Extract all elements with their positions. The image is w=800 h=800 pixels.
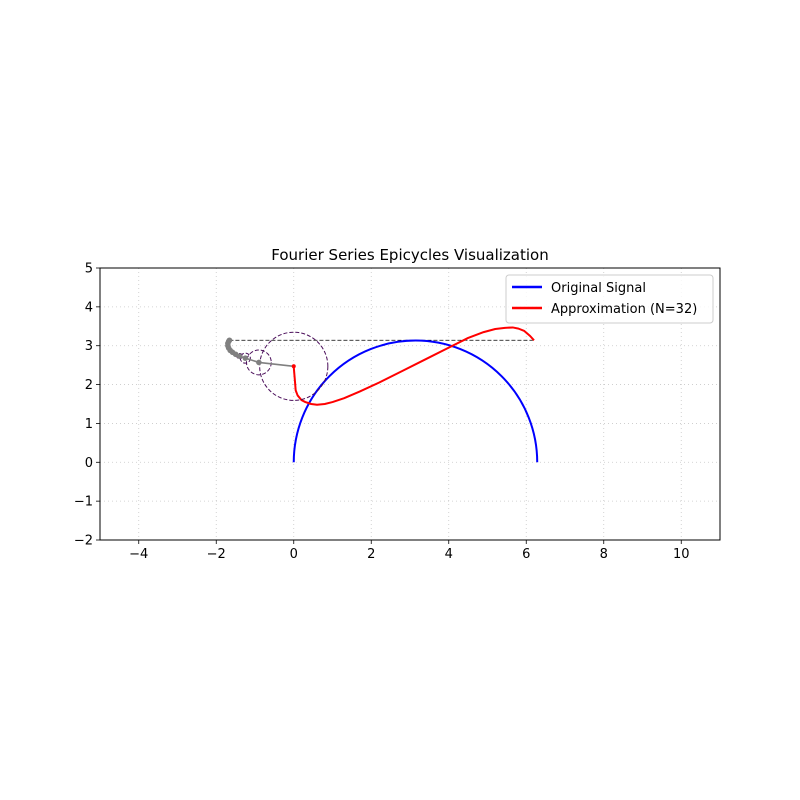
epicycle-circle bbox=[245, 349, 272, 376]
series-approximation bbox=[292, 326, 535, 406]
x-tick-label: 6 bbox=[522, 547, 530, 562]
y-tick-label: 2 bbox=[85, 378, 93, 393]
y-tick-label: 0 bbox=[85, 456, 93, 471]
x-tick-label: 4 bbox=[445, 547, 453, 562]
epicycle-circle bbox=[259, 331, 329, 401]
chart-title: Fourier Series Epicycles Visualization bbox=[271, 246, 548, 264]
y-tick-label: 5 bbox=[85, 262, 93, 277]
epicycle-joint bbox=[291, 364, 296, 369]
y-tick-label: 1 bbox=[85, 417, 93, 432]
x-tick-label: 2 bbox=[367, 547, 375, 562]
epicycle-joint bbox=[242, 355, 249, 361]
y-tick-label: 4 bbox=[85, 300, 93, 315]
x-tick-label: −2 bbox=[207, 547, 226, 562]
y-tick-label: −2 bbox=[74, 534, 93, 549]
legend-label-approximation: Approximation (N=32) bbox=[551, 302, 697, 317]
y-tick-label: 3 bbox=[85, 339, 93, 354]
x-tick-label: 0 bbox=[290, 547, 298, 562]
epicycle-joint bbox=[256, 359, 262, 366]
y-tick-label: −1 bbox=[74, 495, 93, 510]
legend-label-original: Original Signal bbox=[551, 281, 646, 296]
axis-ticks: −4 −2 0 2 4 6 8 10 −2 −1 0 1 2 3 4 5 bbox=[74, 262, 690, 563]
legend: Original Signal Approximation (N=32) bbox=[505, 274, 714, 324]
legend-box bbox=[505, 274, 714, 324]
axes-frame bbox=[99, 267, 721, 541]
x-tick-label: 8 bbox=[600, 547, 608, 562]
plot-area bbox=[225, 326, 539, 463]
x-tick-label: 10 bbox=[673, 547, 690, 562]
series-original-signal bbox=[292, 339, 539, 463]
x-tick-label: −4 bbox=[129, 547, 148, 562]
epicycle-joint bbox=[226, 337, 233, 344]
